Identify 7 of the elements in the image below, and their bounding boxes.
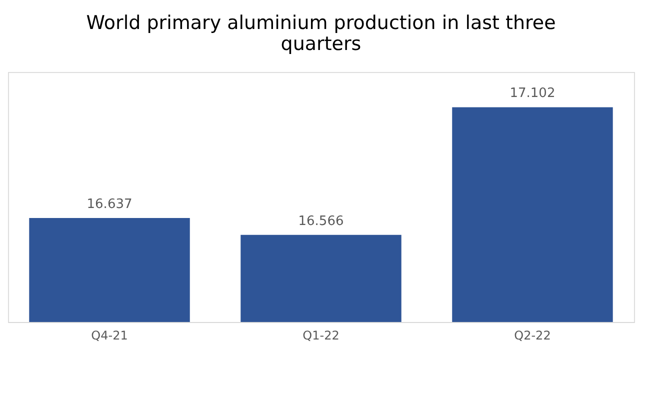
x-tick-label: Q1-22: [302, 328, 340, 342]
data-label: 16.566: [298, 214, 344, 229]
x-tick-label: Q2-22: [514, 328, 551, 342]
data-label: 17.102: [510, 86, 556, 102]
chart-title: World primary aluminium production in last three quarters: [86, 12, 556, 55]
data-label: 16.637: [86, 196, 132, 212]
x-tick-label: Q4-21: [91, 328, 128, 342]
